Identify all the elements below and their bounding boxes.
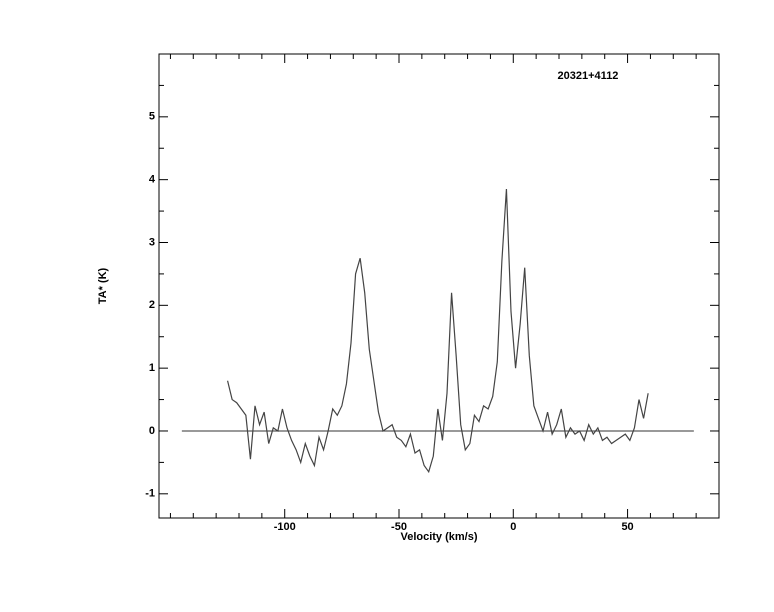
x-tick-label: 50 bbox=[621, 521, 633, 533]
y-axis-label: TA* (K) bbox=[97, 267, 109, 304]
y-tick-label: 2 bbox=[149, 299, 155, 311]
chart-title: 20321+4112 bbox=[558, 70, 619, 82]
plot-frame bbox=[158, 53, 720, 519]
x-tick-label: -100 bbox=[274, 521, 296, 533]
x-tick-label: 0 bbox=[510, 521, 516, 533]
y-tick-label: -1 bbox=[145, 488, 155, 500]
y-tick-label: 1 bbox=[149, 362, 155, 374]
y-tick-label: 5 bbox=[149, 111, 155, 123]
y-tick-label: 0 bbox=[149, 425, 155, 437]
y-tick-label: 3 bbox=[149, 236, 155, 248]
x-axis-label: Velocity (km/s) bbox=[400, 531, 477, 543]
y-tick-label: 4 bbox=[149, 174, 156, 186]
x-tick-label: -50 bbox=[391, 521, 407, 533]
spectrum-line bbox=[226, 189, 649, 474]
